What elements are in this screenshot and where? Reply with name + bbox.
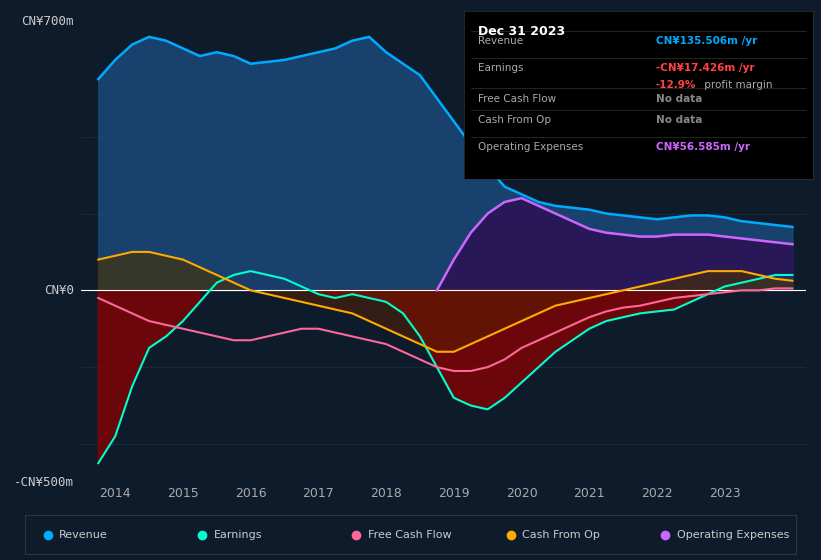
Text: No data: No data — [656, 115, 702, 125]
Text: -12.9%: -12.9% — [656, 80, 696, 90]
Text: -CN¥17.426m /yr: -CN¥17.426m /yr — [656, 63, 754, 73]
Text: CN¥0: CN¥0 — [44, 284, 74, 297]
Text: No data: No data — [656, 94, 702, 104]
Text: CN¥135.506m /yr: CN¥135.506m /yr — [656, 36, 757, 46]
Text: Cash From Op: Cash From Op — [522, 530, 600, 540]
Text: Operating Expenses: Operating Expenses — [478, 142, 583, 152]
Text: Cash From Op: Cash From Op — [478, 115, 551, 125]
Text: Operating Expenses: Operating Expenses — [677, 530, 789, 540]
Text: Revenue: Revenue — [478, 36, 523, 46]
Text: Free Cash Flow: Free Cash Flow — [478, 94, 556, 104]
Text: Dec 31 2023: Dec 31 2023 — [478, 25, 565, 38]
Text: Revenue: Revenue — [59, 530, 108, 540]
Text: CN¥700m: CN¥700m — [21, 15, 74, 28]
Text: Free Cash Flow: Free Cash Flow — [368, 530, 452, 540]
Text: Earnings: Earnings — [478, 63, 523, 73]
Text: -CN¥500m: -CN¥500m — [14, 476, 74, 489]
Text: profit margin: profit margin — [701, 80, 773, 90]
Text: CN¥56.585m /yr: CN¥56.585m /yr — [656, 142, 750, 152]
Text: Earnings: Earnings — [213, 530, 262, 540]
